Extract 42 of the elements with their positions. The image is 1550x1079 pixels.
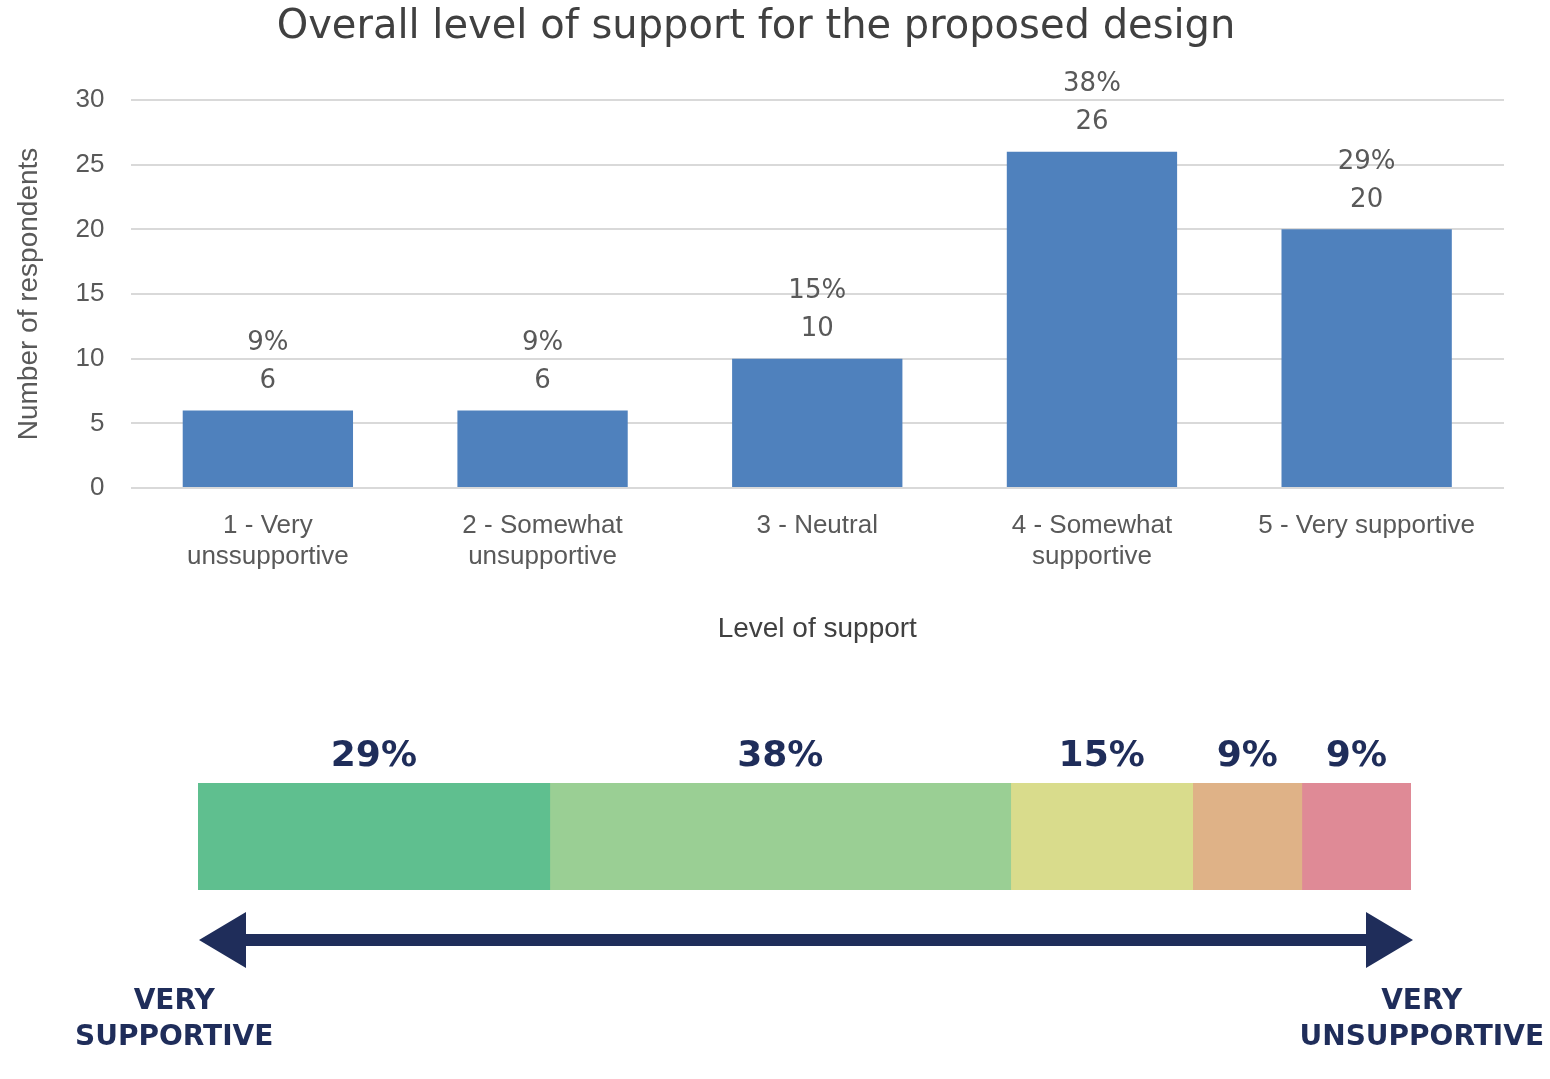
x-tick-label: 5 - Very supportive bbox=[1258, 508, 1476, 539]
x-tick-label: 4 - Somewhat supportive bbox=[1011, 508, 1173, 570]
x-axis-title: Level of support bbox=[717, 611, 918, 643]
data-label: 9% bbox=[1325, 733, 1387, 775]
x-tick-label: 3 - Neutral bbox=[756, 508, 878, 539]
bar bbox=[549, 783, 1012, 890]
data-label: 29% bbox=[330, 733, 417, 775]
data-label: 6 bbox=[534, 364, 551, 395]
bar bbox=[1301, 783, 1411, 890]
data-label: 38% bbox=[737, 733, 824, 775]
bar bbox=[1006, 151, 1178, 487]
data-label: 26 bbox=[1075, 105, 1109, 136]
annotation: 38% bbox=[1063, 67, 1121, 98]
y-tick-label: 15 bbox=[75, 277, 105, 308]
x-tick-label: 2 - Somewhat unsupportive bbox=[462, 508, 624, 570]
bar bbox=[457, 410, 628, 487]
y-tick-label: 5 bbox=[90, 406, 105, 437]
y-tick-label: 0 bbox=[90, 471, 105, 502]
data-label: 10 bbox=[800, 312, 834, 343]
y-axis-title: Number of respondents bbox=[11, 147, 43, 441]
annotation: 9% bbox=[247, 326, 289, 357]
data-label: 15% bbox=[1058, 733, 1145, 775]
text: VERY SUPPORTIVE bbox=[75, 982, 274, 1054]
bar bbox=[1192, 783, 1303, 890]
bar bbox=[198, 783, 551, 890]
y-tick-label: 20 bbox=[75, 212, 105, 243]
data-label: 6 bbox=[259, 364, 277, 395]
x-tick-label: 1 - Very unssupportive bbox=[186, 508, 349, 570]
annotation: 15% bbox=[788, 274, 847, 305]
bar bbox=[182, 410, 354, 487]
data-label: 9% bbox=[1216, 733, 1278, 775]
y-tick-label: 25 bbox=[75, 147, 105, 178]
annotation: 29% bbox=[1337, 145, 1396, 176]
bar bbox=[1010, 783, 1193, 890]
bar bbox=[1281, 229, 1452, 487]
chart-title: Overall level of support for the proposed design bbox=[276, 1, 1236, 48]
data-label: 20 bbox=[1350, 183, 1384, 214]
bar bbox=[732, 358, 903, 487]
text: VERY UNSUPPORTIVE bbox=[1299, 982, 1545, 1054]
y-tick-label: 10 bbox=[75, 341, 105, 372]
annotation: 9% bbox=[521, 326, 564, 357]
y-tick-label: 30 bbox=[75, 83, 105, 114]
